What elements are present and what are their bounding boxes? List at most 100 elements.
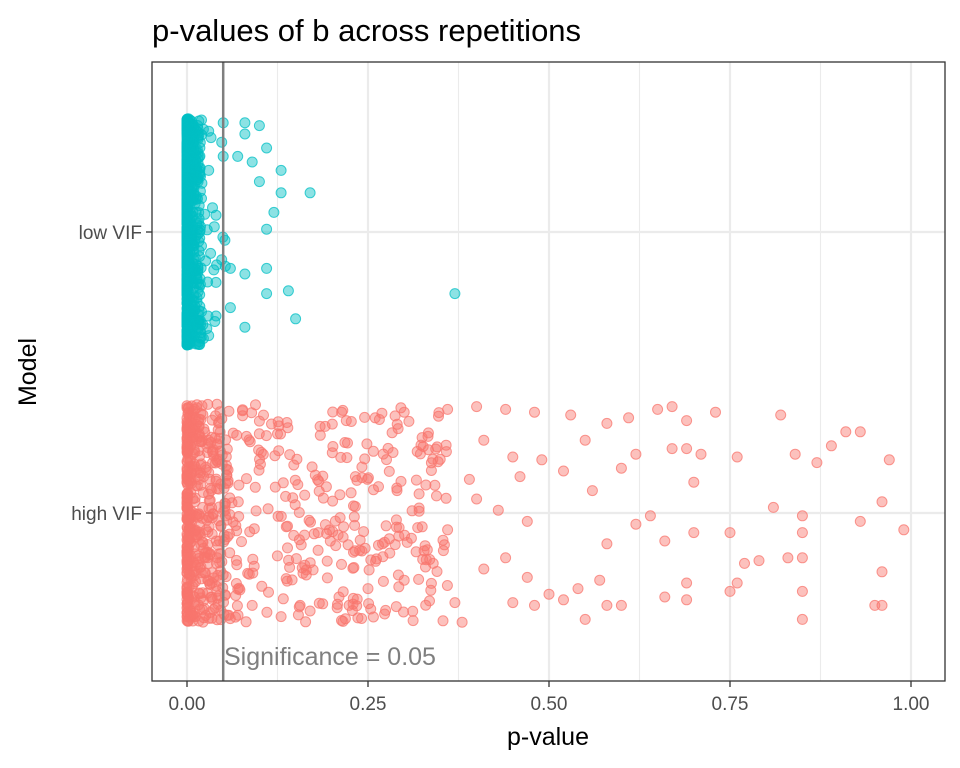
high-vif-point [181,607,193,619]
high-vif-point [321,555,333,567]
high-vif-point [425,577,437,589]
high-vif-point [681,594,693,606]
high-vif-point [359,542,371,554]
high-vif-point [263,586,274,598]
high-vif-point [767,501,779,513]
low-vif-point [181,282,193,294]
high-vif-point [471,493,483,505]
y-axis-title: Model [14,338,42,406]
high-vif-point [289,499,301,511]
high-vif-point [187,405,199,417]
high-vif-point [286,574,298,586]
high-vif-point [601,599,613,611]
high-vif-point [312,527,324,539]
high-vif-point [348,546,359,558]
y-tick-label: low VIF [79,223,142,244]
high-vif-point [440,492,452,504]
low-vif-point [182,339,194,351]
high-vif-point [196,536,208,548]
low-vif-point [205,132,217,144]
high-vif-point [349,501,361,512]
high-vif-point [695,448,707,460]
high-vif-point [304,605,316,617]
high-vif-point [237,410,249,422]
high-vif-point [193,473,205,485]
high-vif-point [361,438,373,450]
high-vif-point [440,439,452,451]
high-vif-point [224,547,236,559]
high-vif-point [500,552,512,564]
high-vif-point [321,572,333,584]
low-vif-point [208,264,220,276]
high-vif-point [206,502,218,514]
high-vif-point [796,613,808,625]
low-vif-point [181,251,193,263]
high-vif-point [437,615,449,627]
high-vif-point [345,487,357,499]
high-vif-point [275,510,287,522]
high-vif-point [253,464,265,476]
high-vif-point [377,538,388,550]
high-vif-point [529,406,540,418]
high-vif-point [236,536,247,548]
high-vif-point [329,515,341,527]
high-vif-point [359,453,371,465]
high-vif-point [284,449,296,461]
high-vif-point [796,527,808,539]
high-vif-point [442,403,454,415]
high-vif-point [449,597,461,609]
high-vif-point [258,409,269,421]
low-vif-point [261,288,273,300]
y-axis: high VIF low VIF [71,223,152,525]
high-vif-point [565,409,577,421]
high-vif-point [854,426,866,438]
high-vif-point [389,410,401,422]
high-vif-point [579,613,591,625]
high-vif-point [187,556,199,568]
high-vif-point [293,601,305,613]
high-vif-point [289,474,301,486]
high-vif-point [405,532,417,544]
high-vif-point [352,612,364,624]
low-vif-point [216,136,228,148]
high-vif-point [348,511,360,523]
high-vif-point [185,550,197,562]
high-vif-point [243,434,255,446]
high-vif-point [558,465,569,477]
high-vif-point [688,476,700,488]
high-vif-point [536,454,548,466]
high-vif-point [386,427,398,439]
low-vif-point [208,221,220,233]
high-vif-point [327,526,339,538]
high-vif-point [854,515,866,527]
high-vif-point [189,510,201,522]
high-vif-point [883,454,895,466]
high-vif-point [529,599,540,611]
high-vif-point [250,399,261,411]
significance-label: Significance = 0.05 [224,643,436,671]
high-vif-point [789,448,801,460]
high-vif-point [337,404,349,416]
high-vif-point [343,599,355,611]
high-vif-point [398,406,410,418]
low-vif-point [253,120,265,132]
high-vif-point [381,454,392,466]
high-vif-point [425,465,437,476]
high-vif-point [326,447,338,459]
low-vif-point [239,321,251,333]
high-vif-point [380,520,392,532]
high-vif-point [356,461,368,473]
high-vif-point [337,531,349,543]
high-vif-point [413,502,425,514]
high-vif-point [295,539,307,551]
low-vif-point [261,223,273,235]
grid-lines [152,62,945,681]
high-vif-point [182,421,194,433]
high-vif-point [292,609,304,621]
high-vif-point [272,428,283,440]
low-vif-point [282,285,294,297]
high-vif-point [327,495,339,507]
low-vif-point [304,187,316,199]
low-vif-point [203,164,215,176]
high-vif-point [271,550,283,562]
